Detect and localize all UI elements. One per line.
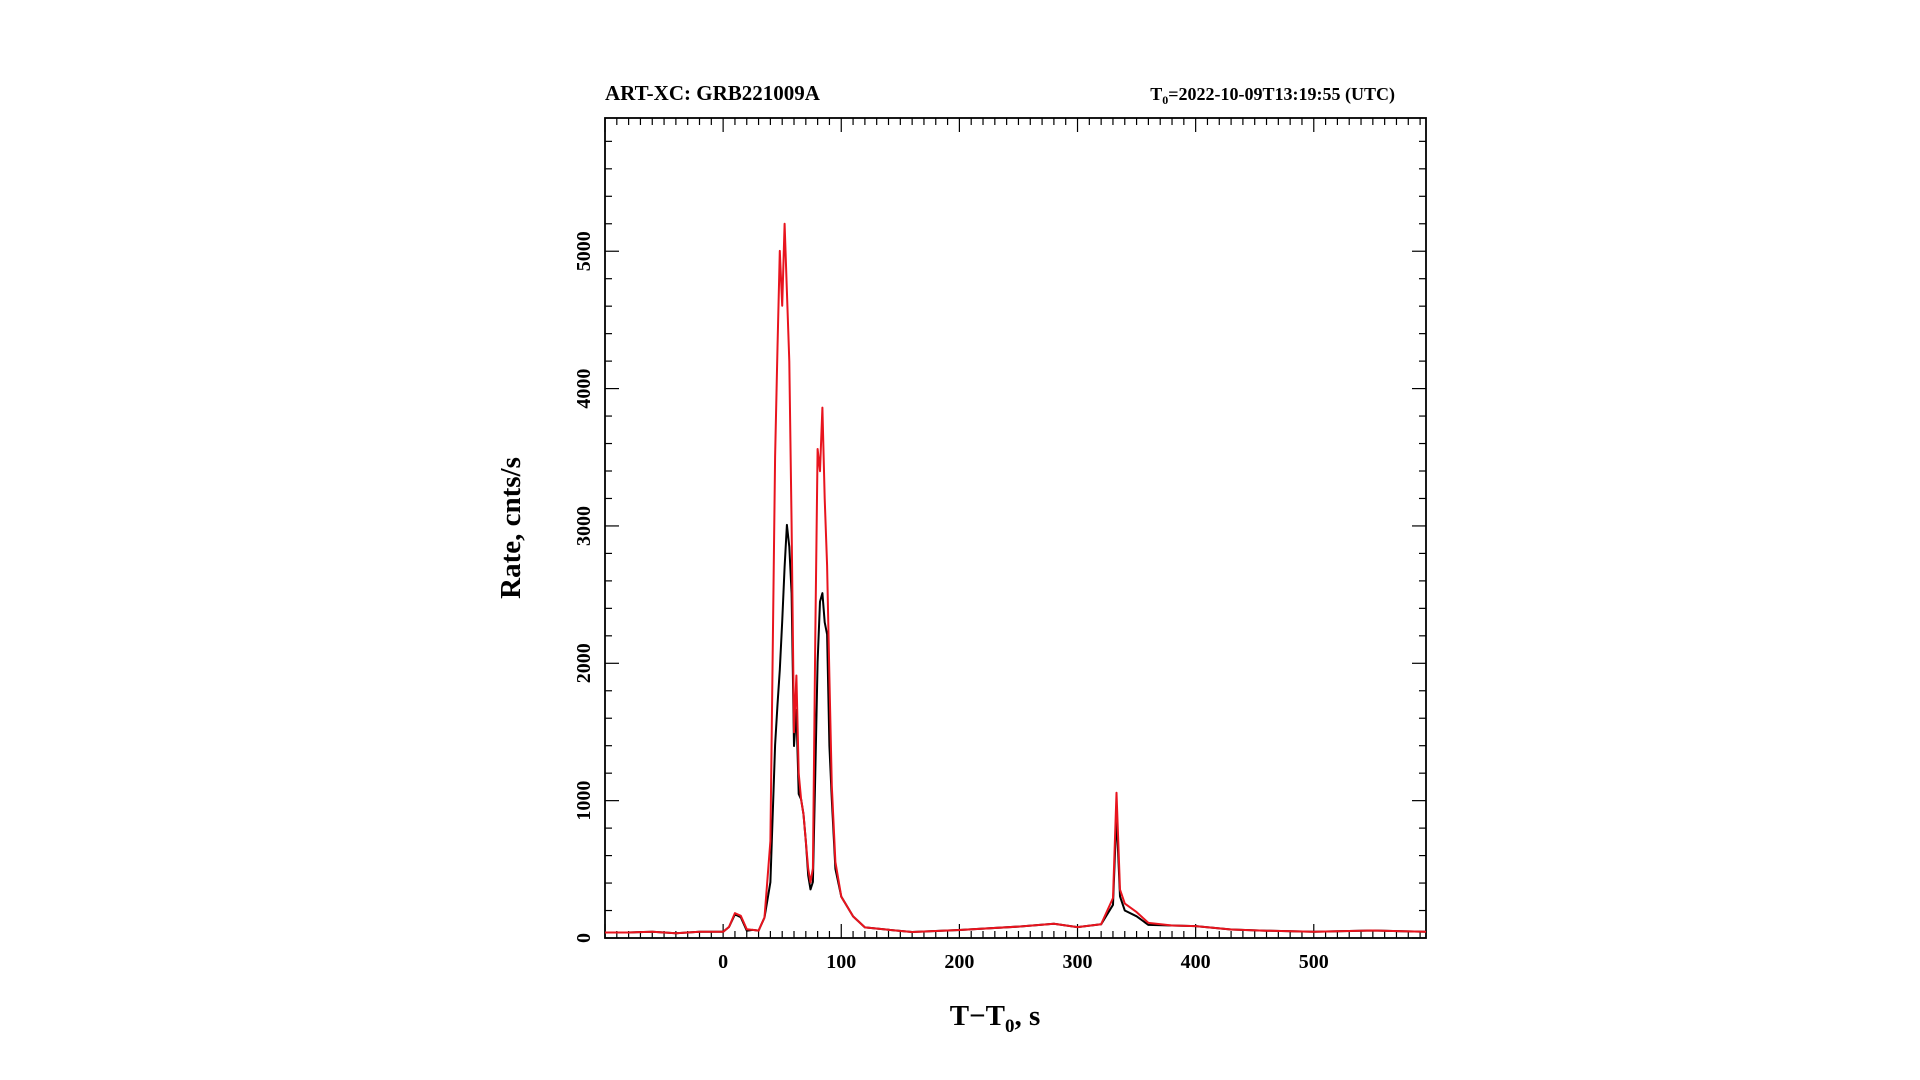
x-tick-label: 0	[718, 951, 728, 973]
y-tick-label: 4000	[573, 369, 595, 409]
y-tick-label: 0	[573, 933, 595, 943]
x-tick-label: 200	[944, 951, 974, 973]
y-tick-label: 5000	[573, 231, 595, 271]
series-layer	[605, 222, 1427, 935]
y-tick-label: 1000	[573, 781, 595, 821]
plot-frame	[604, 117, 1427, 939]
y-tick-label: 2000	[573, 643, 595, 683]
t0-annotation: T0=2022-10-09T13:19:55 (UTC)	[1150, 84, 1395, 107]
x-tick-label: 500	[1299, 951, 1329, 973]
x-axis-label: T−T0, s	[950, 1000, 1041, 1037]
series-line-red	[605, 222, 1427, 935]
x-tick-label: 400	[1181, 951, 1211, 973]
x-tick-label: 300	[1063, 951, 1093, 973]
x-tick-label: 100	[826, 951, 856, 973]
y-tick-label: 3000	[573, 506, 595, 546]
y-axis-label: Rate, cnts/s	[495, 457, 527, 599]
series-line-black	[605, 523, 1427, 935]
chart-title: ART-XC: GRB221009A	[605, 81, 821, 105]
axis-ticks	[604, 118, 1426, 939]
